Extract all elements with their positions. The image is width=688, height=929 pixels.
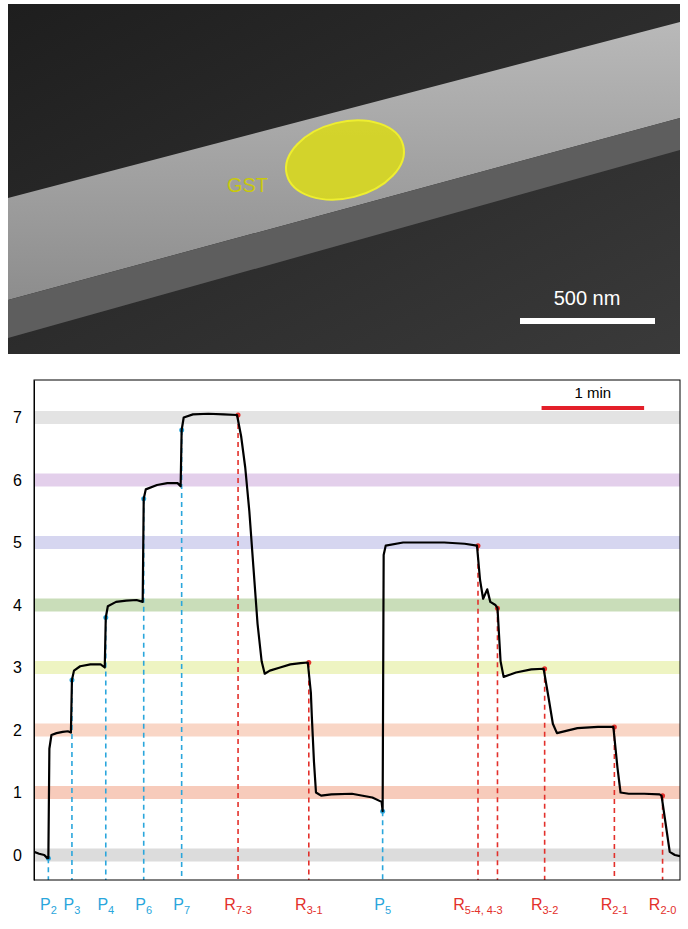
level-band: [34, 724, 680, 737]
y-tick-label: 6: [13, 472, 22, 489]
image-scale-label: 500 nm: [554, 287, 621, 309]
event-label: R2-1: [601, 896, 628, 916]
event-line: [181, 430, 183, 880]
y-axis: 0 1 2 3 4 5 6 7: [13, 381, 34, 881]
y-tick: 0: [13, 847, 34, 864]
level-band: [34, 411, 680, 424]
event-label: P3: [64, 896, 81, 916]
y-tick-label: 1: [13, 784, 22, 801]
level-band: [34, 849, 680, 862]
event-label: R2-0: [649, 896, 676, 916]
event-line: [48, 858, 50, 880]
y-tick: 4: [13, 597, 34, 614]
y-tick-label: 0: [13, 847, 22, 864]
event-label: P6: [135, 896, 152, 916]
figure: GST 500 nm 0 1 2 3 4 5 6 7 P2 P3 P4 P6 P7 R7-3 R3-1 P5 R5-…: [0, 0, 688, 929]
event-label: P4: [97, 896, 114, 916]
plot-frame: [34, 380, 680, 880]
time-scale-label: 1 min: [574, 384, 611, 401]
event-label: P2: [40, 896, 57, 916]
sem-image: GST 500 nm: [8, 4, 680, 354]
event-line: [308, 663, 310, 881]
y-tick: 7: [13, 409, 34, 426]
gst-patch: [278, 109, 413, 212]
y-axis-line: [34, 381, 35, 881]
event-line: [382, 811, 384, 880]
event-line: [497, 608, 499, 880]
y-tick: 5: [13, 534, 34, 551]
level-band: [34, 661, 680, 674]
event-label: R3-1: [295, 896, 322, 916]
y-tick-label: 5: [13, 534, 22, 551]
y-tick-label: 3: [13, 659, 22, 676]
y-tick: 1: [13, 784, 34, 801]
trace-line: [34, 414, 680, 858]
event-label: P7: [173, 896, 190, 916]
y-tick: 3: [13, 659, 34, 676]
event-line: [237, 415, 239, 880]
image-background: [8, 4, 680, 354]
event-label: R7-3: [224, 896, 251, 916]
level-band: [34, 474, 680, 487]
time-scale-bar: [542, 406, 645, 410]
plot-area: [34, 411, 680, 880]
y-tick-label: 7: [13, 409, 22, 426]
y-tick: 6: [13, 472, 34, 489]
level-band: [34, 536, 680, 549]
event-line: [544, 669, 546, 880]
level-band: [34, 786, 680, 799]
gst-label: GST: [227, 174, 268, 196]
event-label: R3-2: [531, 896, 558, 916]
event-label: R5-4, 4-3: [453, 896, 502, 916]
y-tick-label: 4: [13, 597, 22, 614]
event-line: [477, 546, 479, 880]
y-tick: 2: [13, 722, 34, 739]
event-label: P5: [374, 896, 391, 916]
image-scale-bar: [520, 318, 655, 324]
y-tick-label: 2: [13, 722, 22, 739]
